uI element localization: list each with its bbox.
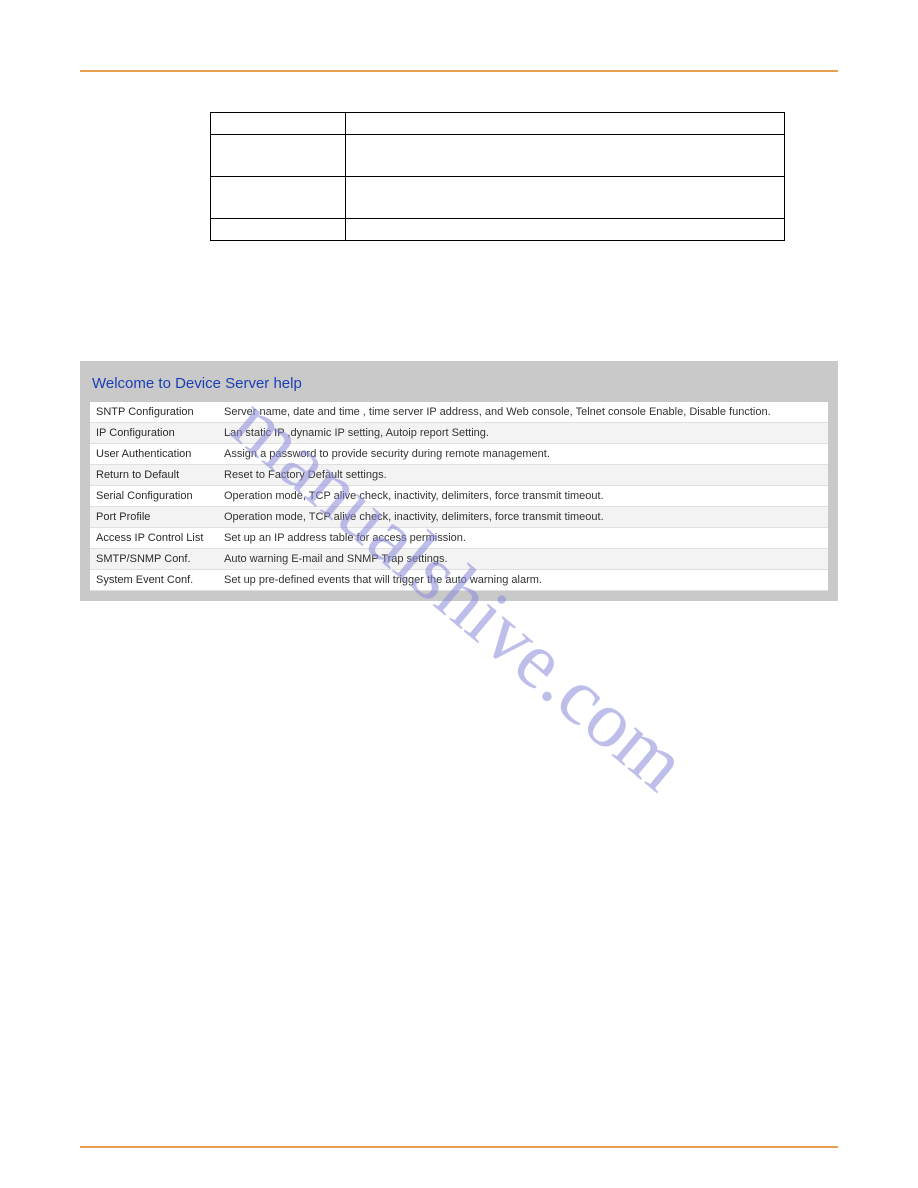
- help-row-desc: Auto warning E-mail and SNMP Trap settin…: [218, 549, 828, 570]
- help-row-label: SNTP Configuration: [90, 402, 218, 423]
- bottom-horizontal-rule: [80, 1146, 838, 1148]
- table-row: Serial Configuration Operation mode, TCP…: [90, 486, 828, 507]
- table-row: Port Profile Operation mode, TCP alive c…: [90, 507, 828, 528]
- help-row-desc: Server name, date and time , time server…: [218, 402, 828, 423]
- help-row-desc: Reset to Factory Default settings.: [218, 465, 828, 486]
- top-horizontal-rule: [80, 70, 838, 72]
- help-panel-title: Welcome to Device Server help: [90, 369, 828, 402]
- table-cell: [346, 135, 785, 177]
- upper-empty-table: [210, 112, 785, 241]
- table-row: SMTP/SNMP Conf. Auto warning E-mail and …: [90, 549, 828, 570]
- help-row-desc: Operation mode, TCP alive check, inactiv…: [218, 486, 828, 507]
- table-cell: [346, 219, 785, 241]
- help-row-desc: Operation mode, TCP alive check, inactiv…: [218, 507, 828, 528]
- help-row-label: IP Configuration: [90, 423, 218, 444]
- table-cell: [211, 219, 346, 241]
- help-row-desc: Set up an IP address table for access pe…: [218, 528, 828, 549]
- table-row: [211, 219, 785, 241]
- document-page: Welcome to Device Server help SNTP Confi…: [0, 0, 918, 1188]
- table-row: System Event Conf. Set up pre-defined ev…: [90, 570, 828, 591]
- table-row: Access IP Control List Set up an IP addr…: [90, 528, 828, 549]
- help-row-label: SMTP/SNMP Conf.: [90, 549, 218, 570]
- table-row: [211, 177, 785, 219]
- help-row-label: Access IP Control List: [90, 528, 218, 549]
- help-row-desc: Assign a password to provide security du…: [218, 444, 828, 465]
- help-row-desc: Lan static IP ,dynamic IP setting, Autoi…: [218, 423, 828, 444]
- table-row: [211, 113, 785, 135]
- help-row-desc: Set up pre-defined events that will trig…: [218, 570, 828, 591]
- table-cell: [211, 135, 346, 177]
- help-panel: Welcome to Device Server help SNTP Confi…: [80, 361, 838, 601]
- help-table: SNTP Configuration Server name, date and…: [90, 402, 828, 591]
- table-cell: [346, 113, 785, 135]
- help-row-label: System Event Conf.: [90, 570, 218, 591]
- table-row: [211, 135, 785, 177]
- table-row: Return to Default Reset to Factory Defau…: [90, 465, 828, 486]
- help-row-label: User Authentication: [90, 444, 218, 465]
- table-row: IP Configuration Lan static IP ,dynamic …: [90, 423, 828, 444]
- help-row-label: Port Profile: [90, 507, 218, 528]
- table-row: User Authentication Assign a password to…: [90, 444, 828, 465]
- help-row-label: Return to Default: [90, 465, 218, 486]
- help-row-label: Serial Configuration: [90, 486, 218, 507]
- table-cell: [211, 113, 346, 135]
- table-cell: [346, 177, 785, 219]
- table-cell: [211, 177, 346, 219]
- table-row: SNTP Configuration Server name, date and…: [90, 402, 828, 423]
